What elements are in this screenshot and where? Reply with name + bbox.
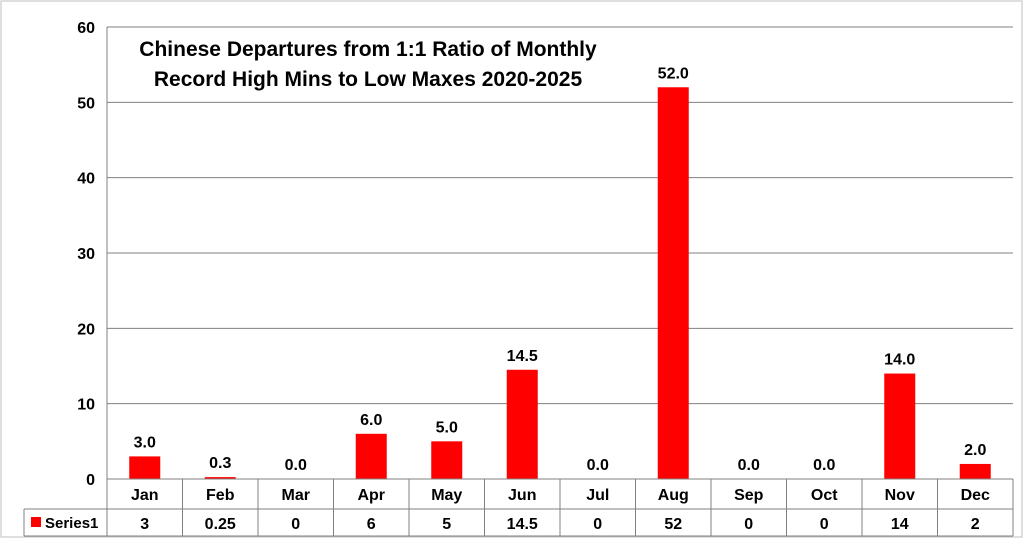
- table-value-jun: 14.5: [507, 516, 538, 533]
- data-label-jun: 14.5: [507, 348, 538, 365]
- y-tick-label: 50: [77, 95, 95, 112]
- x-tick-label-mar: Mar: [282, 487, 310, 504]
- bar-may: [431, 441, 463, 479]
- bar-apr: [355, 433, 387, 479]
- data-label-feb: 0.3: [209, 455, 231, 472]
- data-label-aug: 52.0: [658, 65, 689, 82]
- data-labels: 3.0 0.3 0.0 6.0 5.0 14.5 0.0 52.0 0.0 0.0 14.0 2.0: [134, 65, 987, 474]
- x-tick-label-jan: Jan: [131, 487, 159, 504]
- bar-aug: [657, 87, 689, 480]
- x-tick-label-jul: Jul: [586, 487, 609, 504]
- y-tick-label: 0: [86, 472, 95, 489]
- table-value-aug: 52: [664, 516, 682, 533]
- data-label-jul: 0.0: [587, 457, 609, 474]
- x-tick-label-nov: Nov: [885, 487, 915, 504]
- x-tick-label-apr: Apr: [357, 487, 385, 504]
- y-axis: 0 10 20 30 40 50 60: [77, 20, 108, 489]
- table-value-jul: 0: [593, 516, 602, 533]
- bar-jun: [506, 369, 538, 479]
- table-value-may: 5: [442, 516, 451, 533]
- y-tick-label: 60: [77, 20, 95, 37]
- table-value-mar: 0: [291, 516, 300, 533]
- table-value-sep: 0: [744, 516, 753, 533]
- table-value-nov: 14: [891, 516, 909, 533]
- bars: [129, 87, 991, 480]
- data-label-apr: 6.0: [360, 412, 382, 429]
- data-label-nov: 14.0: [884, 352, 915, 369]
- y-tick-label: 40: [77, 171, 95, 188]
- bar-nov: [884, 373, 916, 479]
- chart-title-line-1: Chinese Departures from 1:1 Ratio of Mon…: [139, 38, 597, 61]
- x-tick-label-dec: Dec: [961, 487, 990, 504]
- legend-key: [31, 517, 41, 527]
- y-tick-label: 30: [77, 246, 95, 263]
- x-tick-label-may: May: [431, 487, 462, 504]
- data-label-sep: 0.0: [738, 457, 760, 474]
- table-value-apr: 6: [367, 516, 376, 533]
- bar-jan: [129, 456, 161, 479]
- data-label-mar: 0.0: [285, 457, 307, 474]
- data-label-jan: 3.0: [134, 434, 156, 451]
- table-value-oct: 0: [820, 516, 829, 533]
- x-tick-label-jun: Jun: [508, 487, 536, 504]
- y-tick-label: 20: [77, 321, 95, 338]
- table-value-dec: 2: [971, 516, 980, 533]
- table-value-jan: 3: [140, 516, 149, 533]
- gridlines: [107, 26, 1013, 405]
- x-tick-label-sep: Sep: [734, 487, 764, 504]
- y-tick-label: 10: [77, 397, 95, 414]
- x-tick-label-oct: Oct: [811, 487, 838, 504]
- bar-dec: [959, 463, 991, 479]
- data-label-dec: 2.0: [964, 442, 986, 459]
- table-series-name: Series1: [45, 515, 98, 532]
- table-value-feb: 0.25: [205, 516, 236, 533]
- x-tick-label-feb: Feb: [206, 487, 235, 504]
- data-label-oct: 0.0: [813, 457, 835, 474]
- chart-title-line-2: Record High Mins to Low Maxes 2020-2025: [154, 68, 583, 91]
- data-table: Jan Feb Mar Apr May Jun Jul Aug Sep Oct Nov Dec Seri…: [23, 478, 1014, 537]
- data-label-may: 5.0: [436, 419, 458, 436]
- bar-feb: [204, 477, 236, 479]
- x-tick-label-aug: Aug: [658, 487, 689, 504]
